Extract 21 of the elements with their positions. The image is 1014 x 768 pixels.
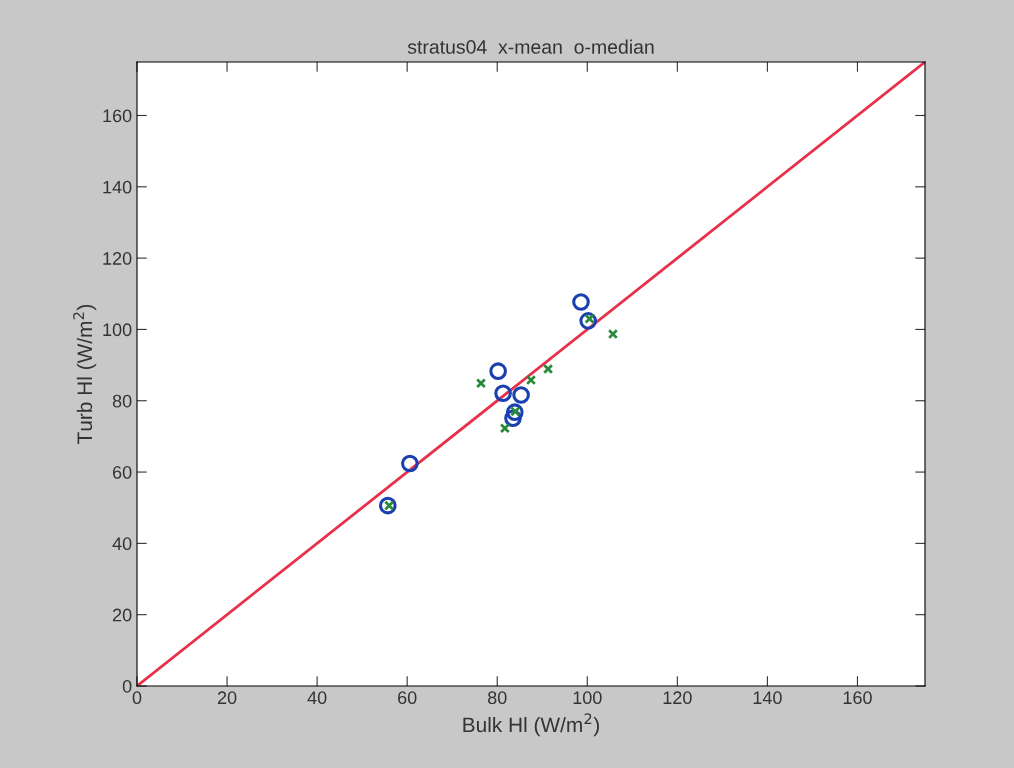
chart-title: stratus04 x-mean o-median xyxy=(407,39,654,54)
y-tick-label: 140 xyxy=(103,180,132,194)
x-tick-label: 100 xyxy=(573,691,602,705)
x-tick-label: 40 xyxy=(307,691,327,705)
x-tick-label: 60 xyxy=(398,691,417,705)
x-tick-label: 80 xyxy=(487,691,507,705)
y-axis-title: Turb Hl (W/m$^{2}$) xyxy=(73,304,97,444)
x-tick-label: 160 xyxy=(843,691,872,705)
y-tick-label: 100 xyxy=(103,323,132,337)
x-axis-title: Bulk Hl (W/m$^{2}$) xyxy=(463,713,599,737)
x-tick-label: 0 xyxy=(132,691,142,705)
y-tick-label: 160 xyxy=(103,109,132,123)
x-tick-label: 140 xyxy=(753,691,782,705)
y-tick-label: 20 xyxy=(112,608,132,622)
y-tick-label: 60 xyxy=(112,465,132,479)
y-tick-label: 40 xyxy=(112,537,132,551)
y-tick-label: 80 xyxy=(112,394,132,408)
x-tick-label: 120 xyxy=(663,691,692,705)
y-tick-label: 0 xyxy=(122,679,132,693)
x-tick-label: 20 xyxy=(217,691,237,705)
y-tick-label: 120 xyxy=(103,252,132,265)
